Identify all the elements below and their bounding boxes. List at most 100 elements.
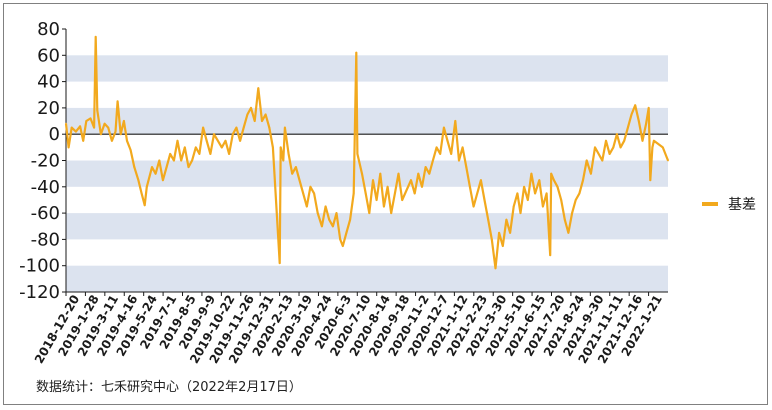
data-point: [394, 192, 396, 195]
source-note: 数据统计：七禾研究中心（2022年2月17日）: [36, 380, 302, 395]
data-point: [65, 122, 67, 125]
data-point: [339, 238, 342, 241]
data-point: [85, 120, 88, 122]
data-point: [278, 262, 281, 264]
data-point: [246, 113, 249, 116]
data-point: [328, 218, 331, 221]
data-point: [341, 245, 344, 247]
data-point: [538, 179, 541, 182]
legend-label: 基差: [728, 196, 756, 213]
y-tick-label: -20: [31, 151, 60, 172]
y-tick-label: 80: [37, 19, 60, 40]
data-point: [512, 205, 515, 208]
data-point: [450, 153, 453, 155]
data-point: [578, 192, 581, 195]
data-point: [634, 104, 637, 107]
data-point: [261, 120, 263, 122]
data-point: [582, 179, 584, 182]
data-point: [390, 212, 393, 215]
data-point: [235, 126, 238, 129]
data-point: [239, 139, 242, 142]
y-tick-label: -80: [31, 229, 60, 250]
data-point: [637, 120, 640, 122]
data-point: [321, 225, 323, 228]
data-point: [523, 185, 525, 188]
data-point: [649, 179, 652, 182]
data-point: [191, 159, 194, 162]
data-point: [224, 139, 227, 142]
data-point: [605, 139, 607, 142]
data-point: [158, 159, 161, 162]
data-point: [421, 185, 423, 188]
data-point: [316, 212, 319, 215]
data-point: [284, 126, 286, 129]
data-point: [291, 172, 294, 175]
y-tick-label: 0: [49, 124, 60, 145]
data-point: [530, 172, 533, 175]
data-point: [375, 199, 378, 201]
data-point: [145, 185, 148, 188]
data-point: [268, 126, 271, 129]
data-point: [257, 87, 260, 90]
grid-band: [66, 265, 668, 292]
data-point: [287, 153, 290, 155]
data-point: [542, 205, 544, 208]
data-point: [129, 149, 132, 151]
data-point: [93, 126, 95, 129]
data-point: [302, 192, 305, 195]
data-point: [645, 122, 647, 125]
data-point: [183, 146, 186, 149]
data-point: [571, 212, 573, 215]
data-point: [612, 146, 615, 149]
y-tick-label: 20: [37, 98, 60, 119]
data-point: [324, 205, 327, 208]
data-point: [70, 126, 73, 129]
chart-frame: [3, 3, 768, 405]
data-point: [242, 126, 245, 129]
data-point: [505, 218, 508, 221]
data-point: [209, 153, 212, 155]
data-point: [465, 166, 468, 169]
data-point: [594, 146, 596, 149]
data-point: [483, 199, 486, 201]
y-tick-label: 40: [37, 72, 60, 93]
data-point: [231, 133, 234, 136]
data-point: [114, 130, 117, 133]
series-line: [64, 35, 670, 270]
legend: 基差: [702, 196, 756, 213]
data-point: [432, 159, 434, 162]
data-point: [162, 179, 164, 182]
x-axis: 2018-12-202019-1-282019-3-112019-4-16201…: [32, 291, 668, 366]
data-point: [469, 185, 471, 188]
data-point: [298, 179, 301, 182]
data-point: [119, 133, 122, 136]
data-point: [228, 153, 231, 155]
data-point: [490, 238, 493, 241]
data-point: [220, 146, 223, 149]
data-point: [619, 146, 622, 149]
data-point: [264, 113, 267, 116]
data-point: [154, 172, 157, 175]
data-point: [458, 159, 460, 162]
data-point: [67, 146, 70, 149]
data-point: [574, 199, 577, 201]
data-point: [435, 146, 438, 149]
data-point: [417, 172, 420, 175]
data-point: [79, 125, 81, 128]
data-point: [487, 218, 490, 221]
data-point: [282, 159, 285, 162]
data-point: [472, 205, 475, 208]
data-point: [413, 192, 416, 195]
data-point: [379, 172, 382, 175]
data-point: [349, 218, 351, 221]
data-point: [100, 133, 102, 136]
data-point: [534, 192, 536, 195]
data-point: [526, 199, 529, 201]
data-point: [516, 192, 519, 195]
data-point: [75, 130, 77, 133]
data-point: [272, 146, 274, 149]
data-point: [454, 120, 457, 122]
data-point: [550, 172, 553, 175]
data-point: [446, 139, 449, 142]
data-point: [313, 192, 315, 195]
